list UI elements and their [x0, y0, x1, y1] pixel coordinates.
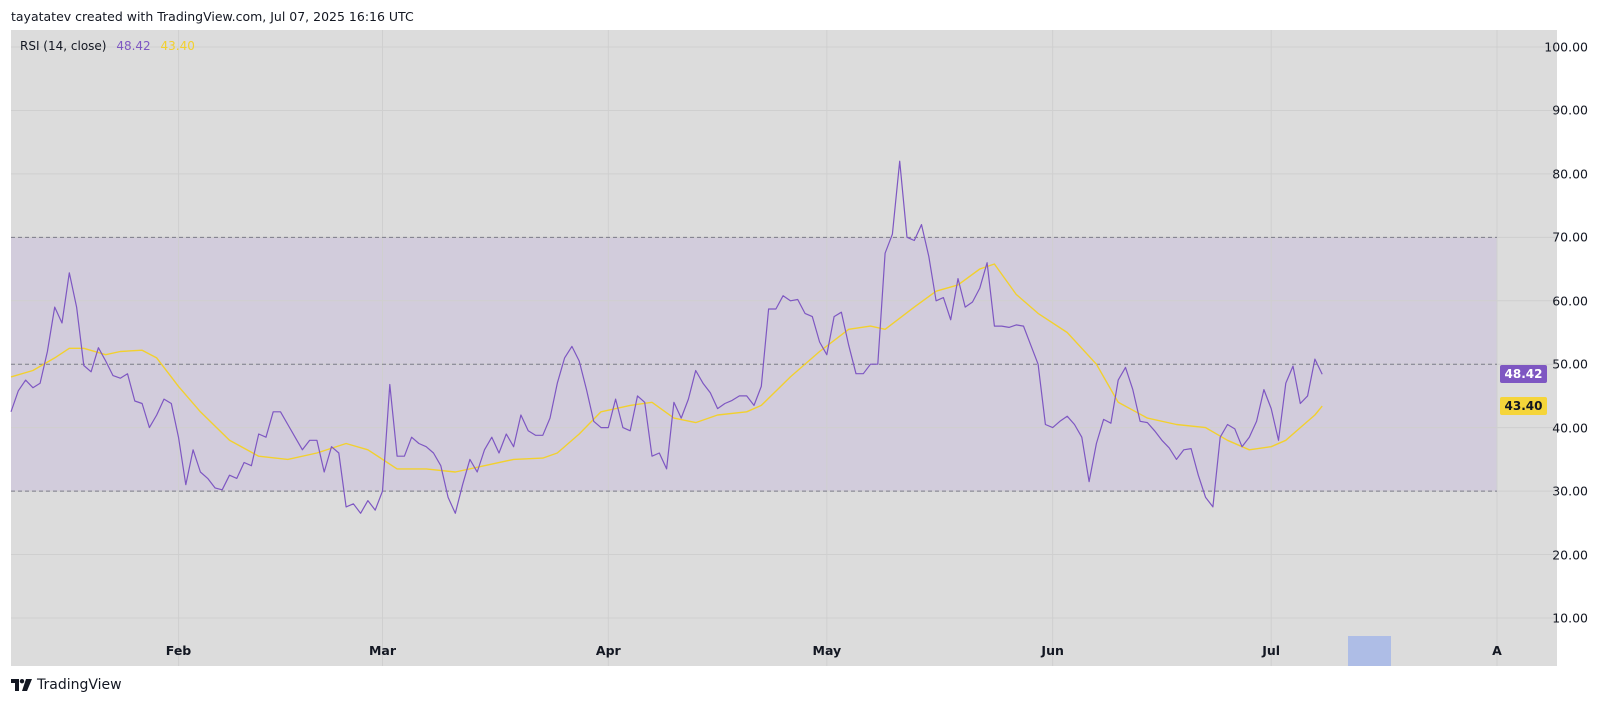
legend-rsi-value: 48.42 — [116, 39, 151, 53]
y-tick-label: 10.00 — [1552, 610, 1588, 626]
x-tick-label: A — [1492, 643, 1502, 658]
legend-indicator-name: RSI (14, close) — [20, 39, 107, 53]
x-tick-label: Feb — [165, 643, 192, 658]
x-tick-label: Jul — [1262, 643, 1281, 658]
y-tick-label: 60.00 — [1552, 293, 1588, 309]
y-tick-label: 50.00 — [1552, 356, 1588, 372]
indicator-legend[interactable]: RSI (14, close) 48.42 43.40 — [20, 39, 195, 53]
x-tick-label: Apr — [595, 643, 621, 658]
rsi-price-tag: 48.42 — [1500, 365, 1547, 384]
footer-branding[interactable]: TradingView — [11, 677, 122, 693]
legend-ma-value: 43.40 — [160, 39, 195, 53]
rsi-series-line — [10, 160, 1323, 514]
series-layer — [10, 160, 1323, 514]
x-tick-label: May — [812, 643, 842, 658]
ma-price-tag: 43.40 — [1500, 397, 1547, 416]
y-tick-label: 30.00 — [1552, 483, 1588, 499]
tradingview-logo-icon — [11, 679, 32, 691]
x-tick-label: Mar — [368, 643, 397, 658]
x-tick-label: Jun — [1041, 643, 1064, 658]
chart-attribution: tayatatev created with TradingView.com, … — [11, 9, 414, 24]
ma-series-line — [10, 263, 1323, 473]
y-tick-label: 70.00 — [1552, 229, 1588, 245]
y-tick-label: 20.00 — [1552, 547, 1588, 563]
y-tick-label: 100.00 — [1544, 39, 1588, 55]
tradingview-brand-label: TradingView — [37, 677, 122, 693]
time-axis-highlight — [1348, 636, 1391, 666]
y-tick-label: 40.00 — [1552, 420, 1588, 436]
grid-layer — [11, 30, 1557, 666]
y-tick-label: 90.00 — [1552, 102, 1588, 118]
y-tick-label: 80.00 — [1552, 166, 1588, 182]
